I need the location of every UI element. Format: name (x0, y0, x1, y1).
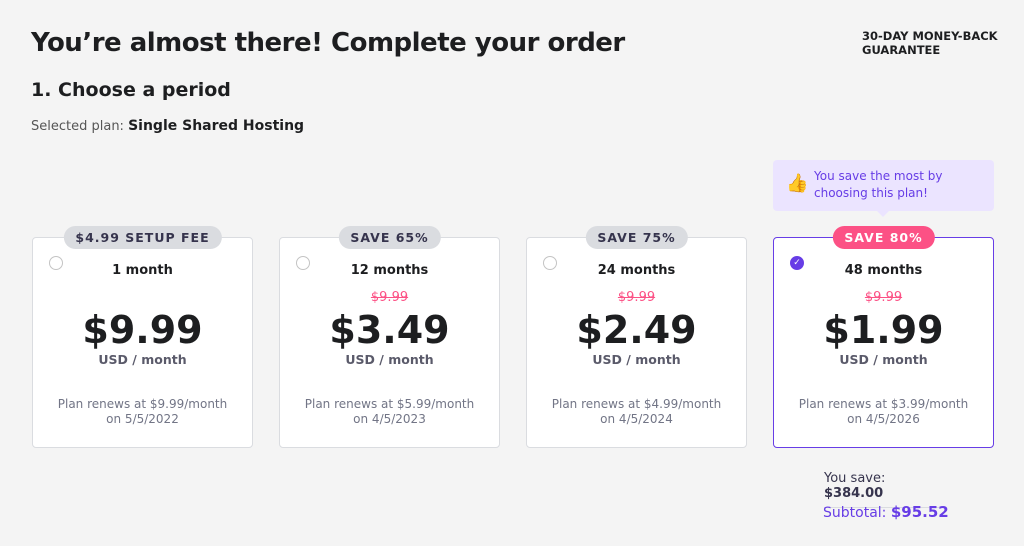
tooltip-text: You save the most by choosing this plan! (814, 169, 943, 200)
subtotal-label: Subtotal: (823, 505, 887, 521)
plan-price: $3.49 (329, 308, 450, 352)
plan-unit: USD / month (839, 352, 928, 367)
subtotal: Subtotal: $95.52 (823, 503, 949, 521)
plan-card[interactable]: SAVE 75% 24 months $9.99 $2.49 USD / mon… (526, 226, 747, 448)
plan-period: 48 months (844, 263, 923, 278)
page-title: You’re almost there! Complete your order (31, 28, 625, 58)
selected-plan: Selected plan: Single Shared Hosting (31, 118, 304, 134)
subtotal-value: $95.52 (890, 503, 949, 521)
plan-card[interactable]: $4.99 SETUP FEE 1 month $9.99 USD / mont… (32, 226, 253, 448)
plan-price: $1.99 (823, 308, 944, 352)
you-save-label: You save: (824, 471, 886, 486)
plan-price: $9.99 (82, 308, 203, 352)
plan-old-price: $9.99 (617, 290, 656, 305)
plan-unit: USD / month (345, 352, 434, 367)
plan-radio[interactable] (49, 256, 63, 270)
plan-card[interactable]: SAVE 65% 12 months $9.99 $3.49 USD / mon… (279, 226, 500, 448)
plan-renewal: Plan renews at $5.99/month on 4/5/2023 (304, 397, 475, 426)
plan-period: 24 months (597, 263, 676, 278)
plan-period: 1 month (112, 263, 173, 278)
plan-renewal: Plan renews at $9.99/month on 5/5/2022 (57, 397, 228, 426)
you-save: You save: $384.00 (824, 471, 942, 508)
thumbs-up-icon: 👍 (786, 173, 809, 194)
plan-badge: $4.99 SETUP FEE (63, 226, 222, 249)
plan-radio[interactable] (296, 256, 310, 270)
plan-renewal: Plan renews at $3.99/month on 4/5/2026 (798, 397, 969, 426)
plan-renewal: Plan renews at $4.99/month on 4/5/2024 (551, 397, 722, 426)
plan-unit: USD / month (98, 352, 187, 367)
plan-badge: SAVE 65% (338, 226, 441, 249)
plan-badge: SAVE 75% (585, 226, 688, 249)
selected-plan-name: Single Shared Hosting (128, 118, 305, 134)
selected-plan-label: Selected plan: (31, 119, 124, 134)
you-save-value: $384.00 (824, 486, 884, 501)
plan-radio[interactable]: ✓ (790, 256, 804, 270)
plan-old-price: $9.99 (370, 290, 409, 305)
plan-unit: USD / month (592, 352, 681, 367)
plan-old-price (33, 290, 252, 306)
step-title: 1. Choose a period (31, 79, 231, 101)
best-value-tooltip: 👍 You save the most by choosing this plan… (773, 160, 994, 217)
plan-radio[interactable] (543, 256, 557, 270)
money-back-guarantee: 30-DAY MONEY-BACK GUARANTEE (862, 29, 998, 57)
plan-old-price: $9.99 (864, 290, 903, 305)
plan-badge: SAVE 80% (832, 226, 935, 249)
plan-card[interactable]: SAVE 80% ✓ 48 months $9.99 $1.99 USD / m… (773, 226, 994, 448)
plan-period: 12 months (350, 263, 429, 278)
plan-price: $2.49 (576, 308, 697, 352)
